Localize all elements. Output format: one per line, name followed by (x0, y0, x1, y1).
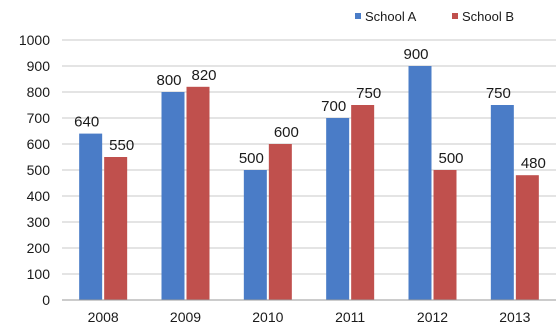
y-tick-label-700: 700 (27, 110, 51, 126)
bar-school-a-2012 (408, 66, 432, 300)
y-tick-label-900: 900 (27, 58, 51, 74)
bar-school-a-2009 (161, 92, 185, 300)
y-axis-ticks: 0 100 200 300 400 500 600 700 800 900 1000 (19, 32, 50, 308)
data-label-school-a-2009: 800 (156, 72, 181, 89)
y-tick-label-600: 600 (27, 136, 51, 152)
y-tick-label-800: 800 (27, 84, 51, 100)
data-label-school-b-2008: 550 (109, 137, 134, 154)
y-tick-label-200: 200 (27, 240, 51, 256)
x-tick-label-2013: 2013 (499, 309, 530, 325)
bar-school-b-2011 (351, 105, 375, 300)
y-tick-label-500: 500 (27, 162, 51, 178)
y-tick-label-100: 100 (27, 266, 51, 282)
bar-school-a-2011 (326, 118, 350, 300)
data-label-school-b-2011: 750 (356, 85, 381, 102)
bar-school-b-2009 (186, 86, 210, 300)
data-label-school-b-2010: 600 (274, 124, 299, 141)
y-tick-label-0: 0 (42, 292, 50, 308)
x-tick-label-2009: 2009 (170, 309, 201, 325)
bar-school-b-2008 (104, 157, 128, 300)
x-tick-label-2011: 2011 (335, 309, 365, 325)
data-label-school-a-2012: 900 (403, 46, 428, 63)
bar-school-a-2008 (79, 133, 103, 300)
bar-school-b-2010 (268, 144, 292, 300)
legend-swatch-school-a (355, 13, 361, 19)
y-tick-label-300: 300 (27, 214, 51, 230)
data-label-school-a-2013: 750 (486, 85, 511, 102)
data-label-school-b-2013: 480 (521, 155, 546, 172)
bar-school-a-2013 (490, 105, 514, 300)
data-label-school-a-2010: 500 (239, 150, 264, 167)
data-label-school-b-2009: 820 (191, 67, 216, 84)
y-tick-label-400: 400 (27, 188, 51, 204)
x-axis-ticks: 2008 2009 2010 2011 2012 2013 (88, 309, 531, 325)
legend-label-school-a: School A (365, 9, 417, 24)
data-labels: 640 550 800 820 500 600 700 750 900 500 750 480 (74, 46, 546, 172)
data-label-school-a-2011: 700 (321, 98, 346, 115)
bars (79, 66, 539, 300)
x-tick-label-2012: 2012 (417, 309, 448, 325)
data-label-school-a-2008: 640 (74, 114, 99, 131)
gridlines (62, 39, 556, 275)
x-tick-label-2010: 2010 (252, 309, 283, 325)
legend: School A School B (355, 9, 514, 24)
data-label-school-b-2012: 500 (438, 150, 463, 167)
legend-label-school-b: School B (462, 9, 514, 24)
x-tick-label-2008: 2008 (88, 309, 119, 325)
bar-school-a-2010 (243, 170, 267, 300)
bar-school-b-2012 (433, 170, 457, 300)
bar-school-b-2013 (515, 175, 539, 300)
legend-swatch-school-b (452, 13, 458, 19)
y-tick-label-1000: 1000 (19, 32, 50, 48)
